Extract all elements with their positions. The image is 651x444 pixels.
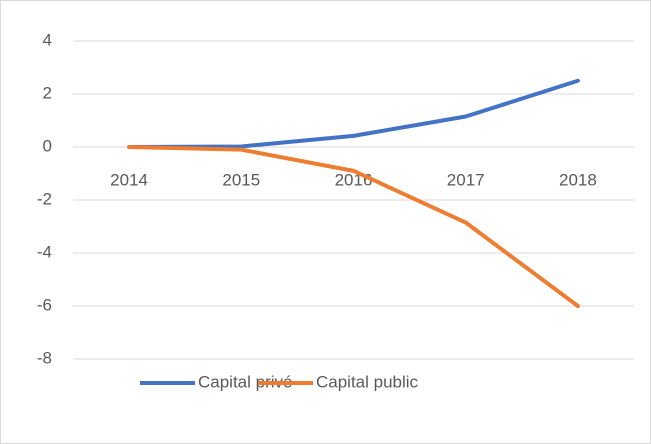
y-tick-label: -6 (37, 295, 52, 314)
x-tick-label: 2016 (335, 170, 373, 189)
x-tick-label: 2017 (447, 170, 485, 189)
line-series (127, 145, 580, 308)
y-tick-label: -2 (37, 189, 52, 208)
x-tick-label: 2014 (110, 170, 148, 189)
y-tick-label: 2 (43, 83, 52, 102)
x-tick-label: 2018 (559, 170, 597, 189)
y-tick-label: -4 (37, 242, 52, 261)
y-tick-label: -8 (37, 348, 52, 367)
line-series (127, 78, 580, 149)
y-tick-label: 4 (43, 30, 52, 49)
legend-label: Capital public (316, 372, 419, 391)
legend-label: Capital privé (198, 372, 293, 391)
x-tick-label: 2015 (222, 170, 260, 189)
y-tick-label: 0 (43, 136, 52, 155)
